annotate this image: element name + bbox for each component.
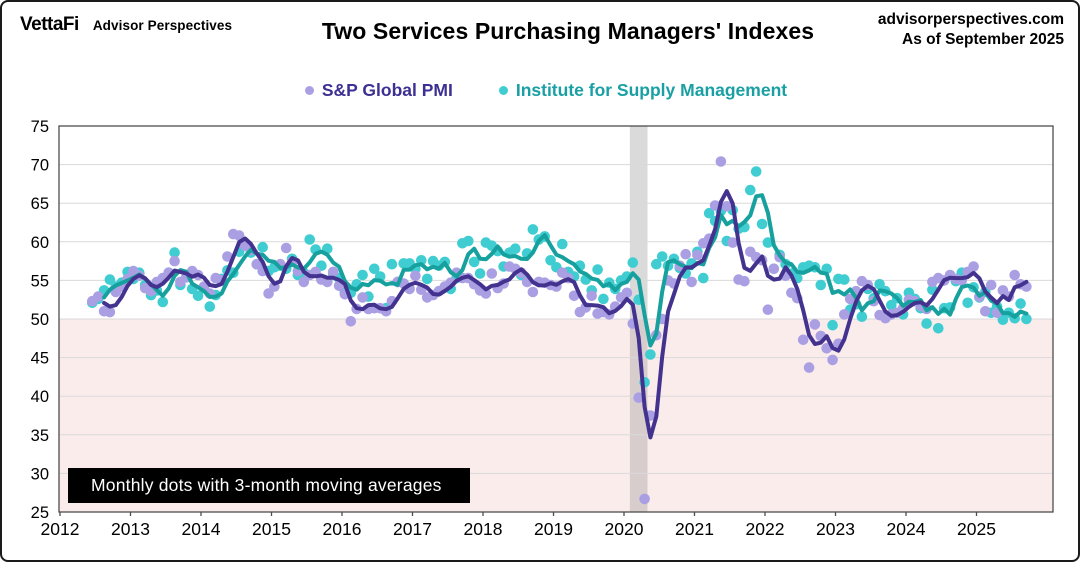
svg-text:30: 30 [31,465,49,483]
y-axis-labels: 25 30 35 40 45 50 55 60 65 70 75 [31,118,49,522]
svg-text:2015: 2015 [252,519,291,539]
brand-name: VettaFi [20,14,79,35]
svg-text:2022: 2022 [746,519,785,539]
svg-text:2016: 2016 [323,519,362,539]
svg-text:2024: 2024 [887,519,926,539]
svg-text:45: 45 [31,350,49,368]
svg-text:65: 65 [31,195,49,213]
source-block: advisorperspectives.com As of September … [878,10,1064,50]
x-axis-labels: 2012 2013 2014 2015 2016 2017 2018 2019 2020 2021… [41,512,996,539]
svg-text:70: 70 [31,157,49,175]
svg-text:2014: 2014 [182,519,221,539]
legend-item-ism: Institute for Supply Management [498,80,788,101]
chart-title: Two Services Purchasing Managers' Indexe… [321,18,815,44]
svg-text:2025: 2025 [957,519,996,539]
vettafi-logo: VettaFi Advisor Perspectives [20,14,232,36]
svg-text:55: 55 [31,272,49,290]
source-site: advisorperspectives.com [877,11,1064,28]
svg-text:2012: 2012 [41,519,80,539]
svg-text:2017: 2017 [393,519,432,539]
legend: S&P Global PMI Institute for Supply Mana… [2,80,1078,101]
svg-text:2019: 2019 [534,519,573,539]
svg-text:2013: 2013 [111,519,150,539]
svg-text:25: 25 [31,504,49,522]
svg-text:2018: 2018 [464,519,503,539]
legend-label-sp-global: S&P Global PMI [321,80,453,100]
annotation-box: Monthly dots with 3-month moving average… [68,468,470,503]
brand-subtitle: Advisor Perspectives [92,18,233,33]
as-of-date: As of September 2025 [902,31,1064,49]
sp-global-ma-line [102,189,1029,440]
svg-text:2023: 2023 [816,519,855,539]
svg-text:35: 35 [31,427,49,445]
ism-dot-icon [498,86,508,95]
plot-border [58,125,1054,513]
svg-text:75: 75 [31,118,49,136]
legend-label-ism: Institute for Supply Management [515,80,788,100]
legend-item-sp-global: S&P Global PMI [304,80,453,101]
svg-text:50: 50 [31,311,49,329]
svg-text:2020: 2020 [605,519,644,539]
sp-global-dot-icon [304,86,314,95]
svg-text:2021: 2021 [675,519,714,539]
svg-text:40: 40 [31,388,49,406]
svg-text:60: 60 [31,234,49,252]
